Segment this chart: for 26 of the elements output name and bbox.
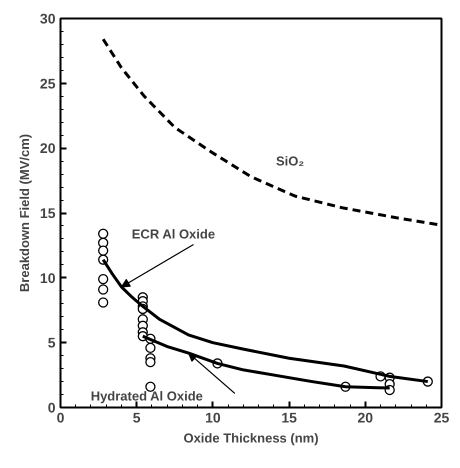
point bbox=[98, 228, 108, 239]
point bbox=[145, 382, 156, 392]
line-series bbox=[102, 38, 440, 226]
point bbox=[98, 284, 108, 295]
x-tick-label: 10 bbox=[205, 410, 221, 426]
y-tick-label: 0 bbox=[48, 400, 56, 416]
y-tick-label: 10 bbox=[40, 270, 56, 286]
x-tick-label: 15 bbox=[281, 410, 298, 426]
x-tick-label: 25 bbox=[434, 410, 450, 426]
y-axis-title: Breakdown Field (MV/cm) bbox=[16, 134, 32, 292]
point bbox=[98, 297, 108, 308]
x-tick-label: 5 bbox=[132, 410, 141, 426]
annotation: ECR Al Oxide bbox=[132, 226, 216, 242]
y-tick-label: 25 bbox=[40, 75, 56, 92]
point bbox=[145, 356, 156, 368]
point bbox=[98, 245, 108, 256]
y-tick-label: 20 bbox=[40, 140, 56, 156]
point bbox=[145, 342, 156, 353]
x-axis-title: Oxide Thickness (nm) bbox=[183, 430, 319, 446]
x-tick-label: 20 bbox=[358, 410, 374, 426]
series-label: SiO₂ bbox=[276, 154, 304, 169]
annotation: Hydrated Al Oxide bbox=[90, 388, 203, 404]
point bbox=[98, 274, 108, 284]
y-tick-label: 5 bbox=[48, 334, 56, 351]
y-tick-label: 30 bbox=[40, 10, 56, 26]
y-tick-label: 15 bbox=[40, 205, 56, 221]
